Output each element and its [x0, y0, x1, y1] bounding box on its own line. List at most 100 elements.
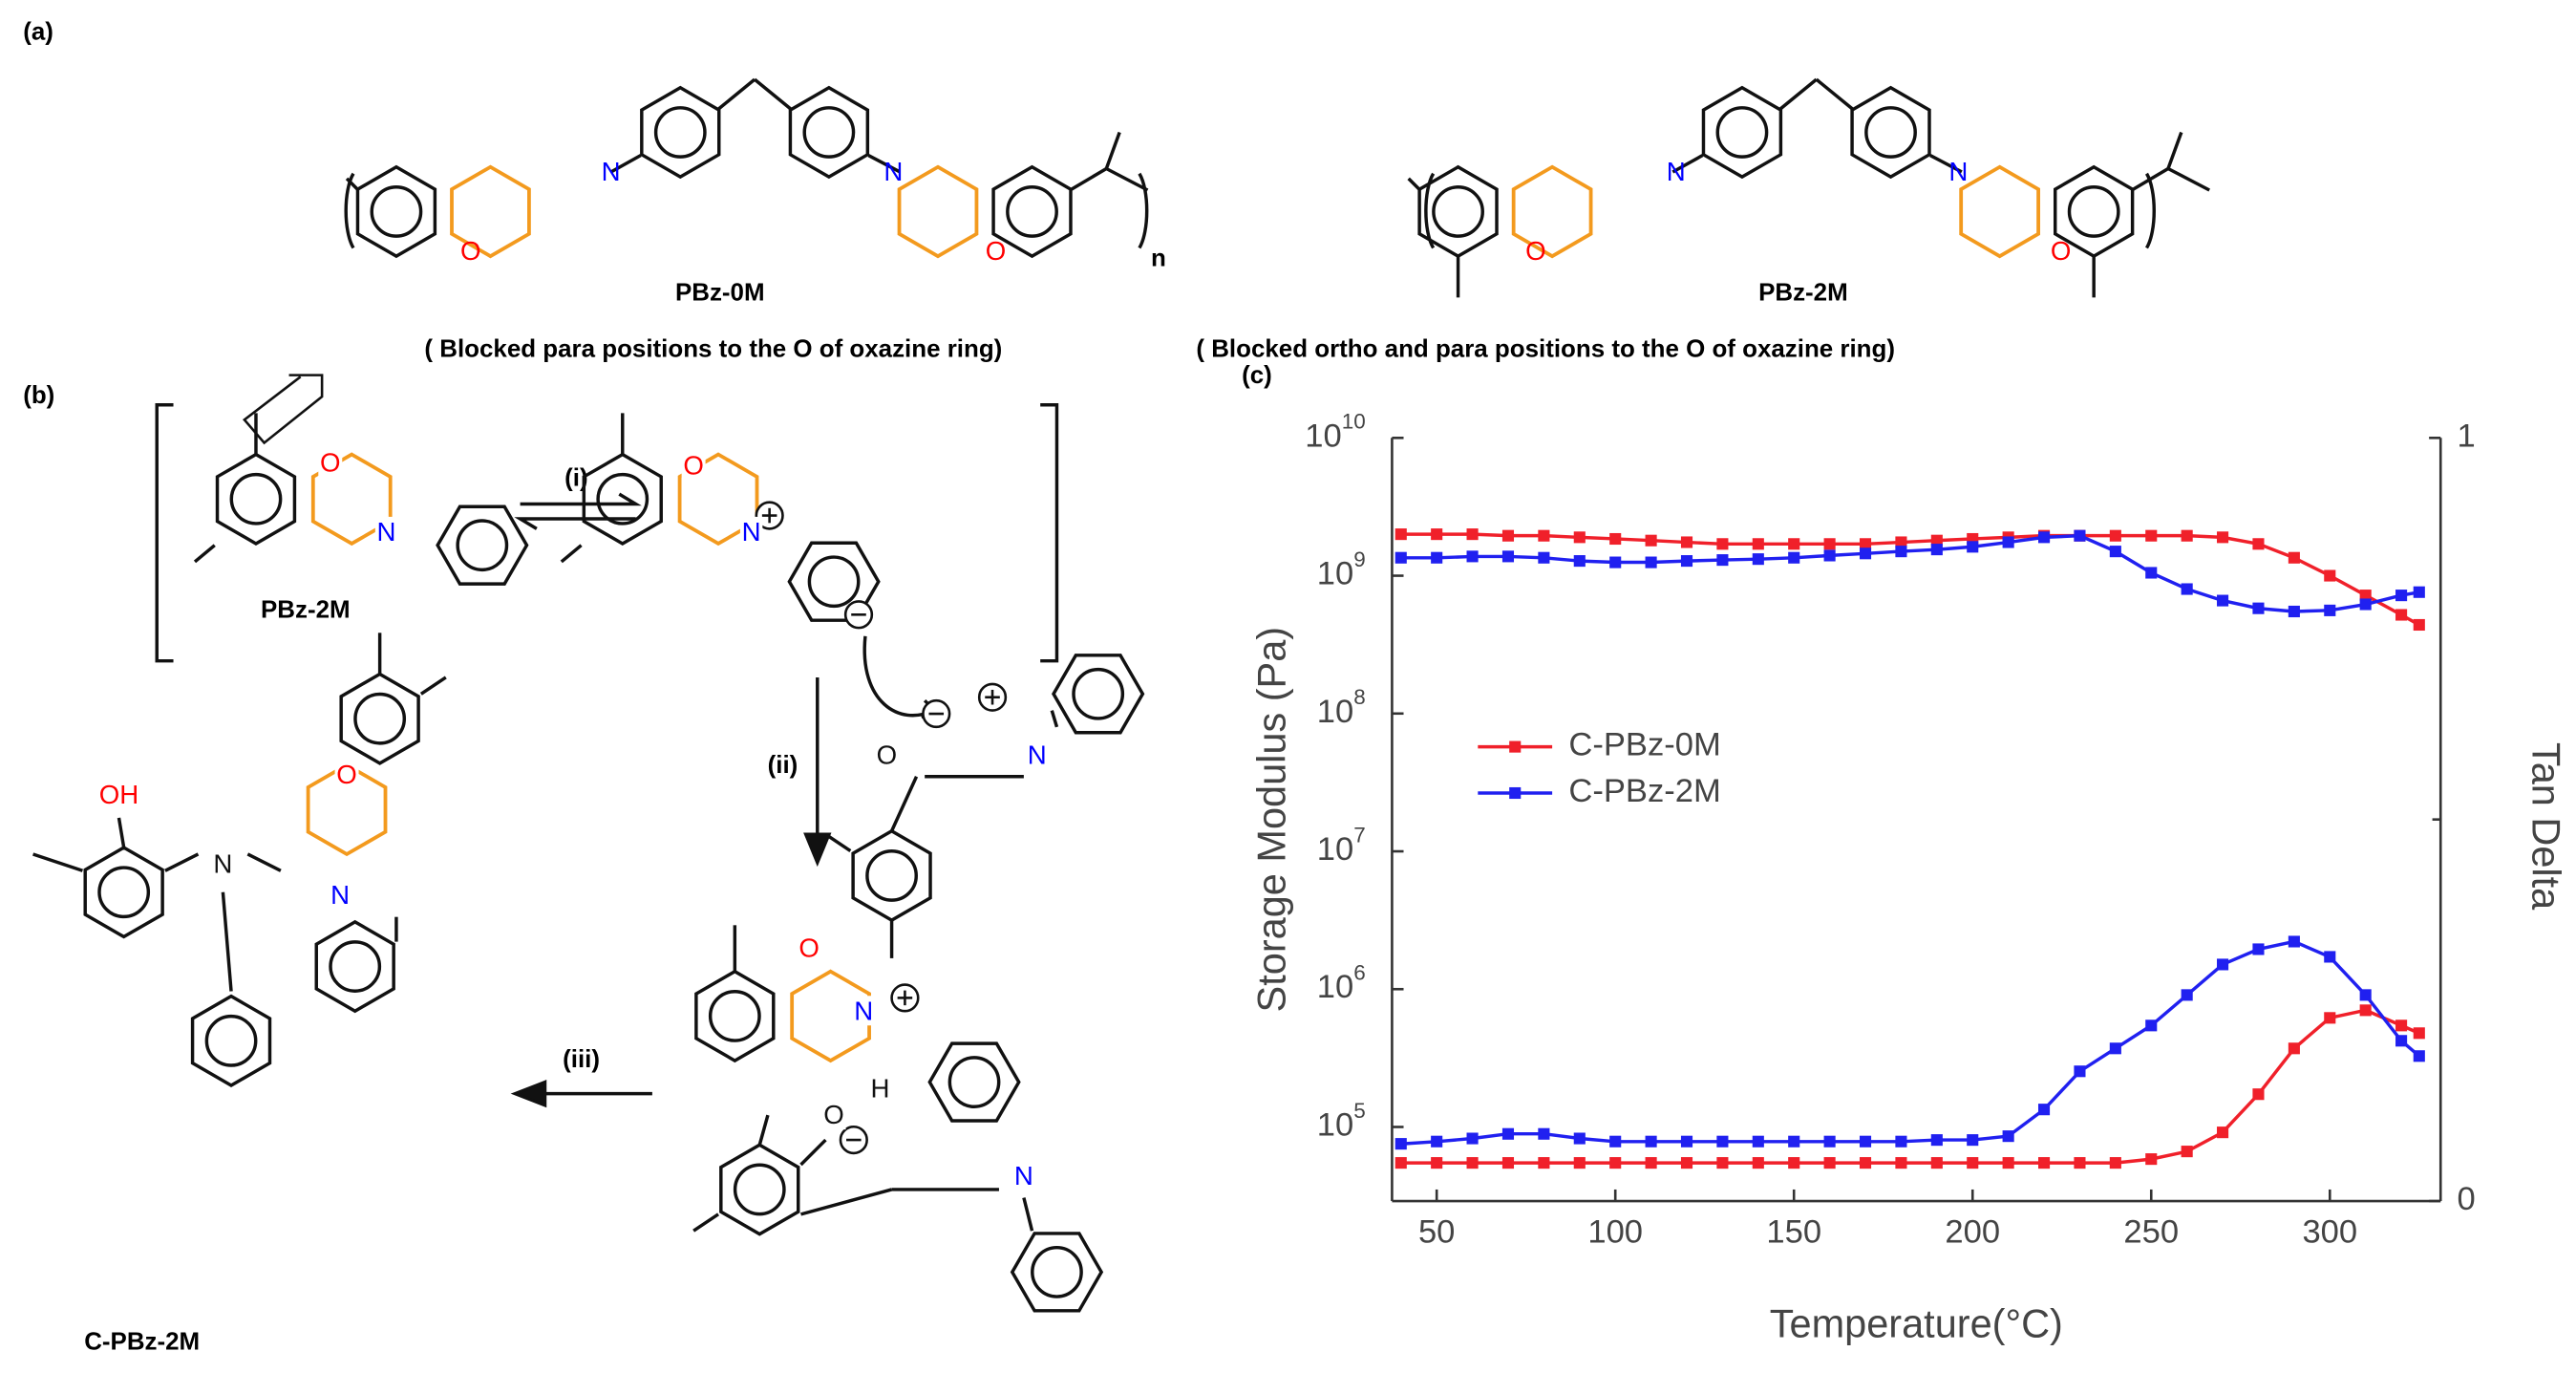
benzene-ring	[436, 504, 529, 586]
data-point	[1788, 1135, 1800, 1148]
data-point	[1501, 529, 1515, 542]
bond	[824, 832, 852, 852]
atom-mask	[868, 1073, 892, 1104]
aromatic-circle	[1072, 667, 1125, 720]
bond	[193, 544, 216, 564]
data-point	[2288, 1042, 2300, 1055]
data-point	[1823, 1135, 1836, 1148]
aromatic-circle	[1031, 1245, 1083, 1298]
data-point	[1967, 1134, 1979, 1147]
data-point	[2288, 935, 2300, 948]
data-point	[2002, 536, 2014, 548]
atom-label: O	[683, 451, 704, 481]
data-point	[2359, 590, 2372, 602]
data-point	[1823, 549, 1836, 562]
y-tick-label: 107	[1317, 823, 1366, 868]
aromatic-circle	[802, 106, 856, 159]
atom-label: O	[460, 236, 481, 266]
data-point	[1823, 1157, 1836, 1169]
compound-name: PBz-2M	[261, 597, 351, 624]
aromatic-circle	[1864, 106, 1917, 159]
data-point	[1431, 528, 1443, 541]
data-point	[2324, 569, 2336, 582]
bond	[345, 177, 360, 192]
oxazine-ring	[306, 762, 388, 857]
data-point	[1680, 555, 1693, 568]
x-tick-label: 250	[2123, 1214, 2179, 1251]
data-point	[1930, 1134, 1943, 1147]
tick-exponent: 9	[1353, 547, 1366, 571]
aromatic-circle	[370, 185, 423, 238]
bond	[890, 776, 919, 832]
atom-mask	[739, 516, 763, 547]
oxazine-ring	[310, 452, 393, 547]
caption: ( Blocked para positions to the O of oxa…	[424, 336, 1002, 363]
atom-label: N	[854, 996, 873, 1025]
atom-label: N	[742, 517, 761, 547]
bond	[1104, 131, 1121, 170]
tick-exponent: 10	[1342, 410, 1366, 434]
tick-exponent: 6	[1353, 961, 1366, 985]
tick-exponent: 5	[1353, 1099, 1366, 1123]
atom-label: N	[1667, 157, 1686, 186]
data-point	[1716, 538, 1729, 550]
data-point	[2395, 1019, 2408, 1032]
bond	[2167, 166, 2210, 192]
atom-label: N	[1948, 157, 1968, 186]
bond	[164, 852, 200, 872]
atom-label: N	[1014, 1161, 1033, 1191]
series-line	[1400, 532, 2420, 627]
benzene-ring	[1850, 85, 1931, 180]
data-point	[1394, 551, 1407, 564]
data-point	[2217, 958, 2229, 971]
chart: (c)50 100 150 200 250 30010510610710810910100…	[1242, 362, 2568, 1345]
data-point	[1431, 1157, 1443, 1169]
benzene-ring	[788, 85, 870, 180]
compound-name: PBz-2M	[1758, 280, 1848, 307]
bond	[1022, 1197, 1034, 1232]
data-point	[2395, 590, 2408, 602]
data-point	[2074, 1157, 2086, 1169]
bond	[117, 817, 126, 848]
legend-marker	[1509, 740, 1522, 753]
data-point	[1716, 1135, 1729, 1148]
bond	[2166, 131, 2183, 170]
data-point	[1538, 529, 1550, 542]
atom-mask	[1012, 1161, 1035, 1191]
data-point	[2413, 618, 2425, 632]
data-point	[2002, 1130, 2014, 1143]
y2-axis-title: Tan Delta	[2523, 742, 2568, 911]
atom-label: O	[798, 933, 820, 963]
y-tick-label: 1010	[1305, 410, 1365, 455]
atom-label: N	[884, 157, 903, 186]
aromatic-circle	[1715, 106, 1769, 159]
data-point	[1573, 531, 1586, 544]
aromatic-circle	[97, 866, 151, 919]
aromatic-circle	[596, 472, 649, 526]
data-point	[1394, 1138, 1407, 1150]
data-point	[1895, 1135, 1907, 1148]
data-point	[1609, 1157, 1622, 1169]
data-point	[2288, 551, 2300, 564]
y-tick-label: 105	[1317, 1099, 1366, 1144]
data-point	[1466, 550, 1479, 563]
data-point	[2145, 1019, 2158, 1032]
data-point	[1859, 1135, 1872, 1148]
benzene-ring	[314, 919, 395, 1014]
data-point	[1466, 528, 1479, 541]
data-point	[1573, 1157, 1586, 1169]
data-point	[2074, 1065, 2086, 1078]
legend-marker	[1509, 786, 1522, 800]
data-point	[2145, 567, 2158, 579]
data-point	[2324, 951, 2336, 963]
benzene-ring	[190, 994, 272, 1088]
data-point	[2395, 1035, 2408, 1047]
oxazine-ring	[1511, 164, 1593, 259]
bond	[753, 77, 793, 111]
aromatic-circle	[204, 1014, 258, 1067]
aromatic-circle	[708, 990, 761, 1042]
atom-mask	[329, 880, 351, 911]
data-point	[1752, 1135, 1764, 1148]
aromatic-circle	[1006, 185, 1058, 238]
data-point	[1788, 538, 1800, 550]
